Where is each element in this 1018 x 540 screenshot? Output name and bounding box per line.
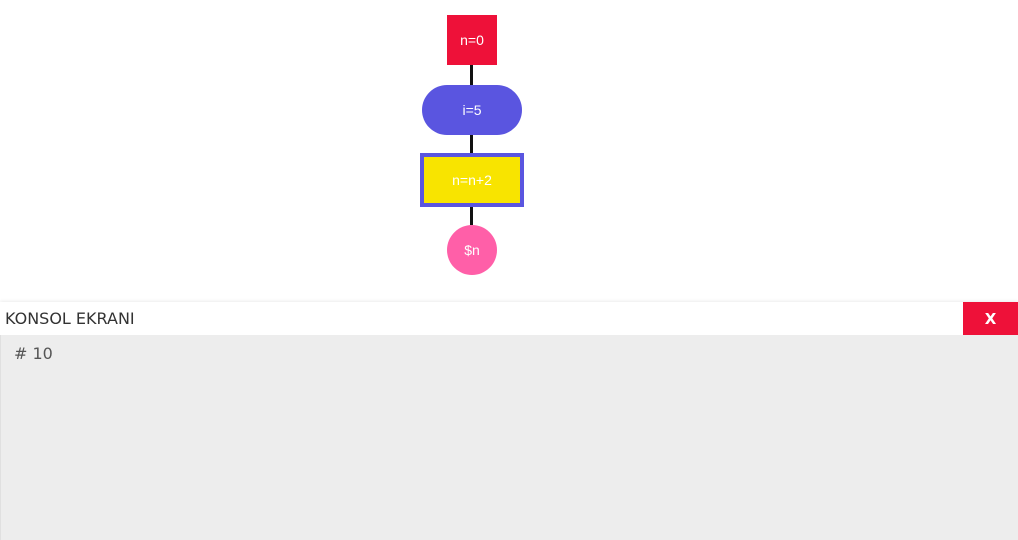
console-output[interactable]: # 10 xyxy=(0,335,1018,540)
node-process[interactable]: n=n+2 xyxy=(420,153,524,207)
node-start-label: n=0 xyxy=(460,32,484,48)
edge-process-to-output xyxy=(470,207,473,225)
node-output[interactable]: $n xyxy=(447,225,497,275)
console-output-line: # 10 xyxy=(14,344,53,363)
flowchart-canvas[interactable]: n=0 i=5 n=n+2 $n xyxy=(0,0,1018,302)
node-loop-label: i=5 xyxy=(462,102,482,118)
console-title: KONSOL EKRANI xyxy=(5,309,135,328)
edge-loop-to-process xyxy=(470,135,473,153)
console-close-button[interactable]: X xyxy=(963,302,1018,335)
node-output-label: $n xyxy=(464,242,480,258)
node-process-label: n=n+2 xyxy=(452,172,492,188)
console-header: KONSOL EKRANI X xyxy=(0,302,1018,335)
node-loop[interactable]: i=5 xyxy=(422,85,522,135)
console-panel: KONSOL EKRANI X # 10 xyxy=(0,302,1018,540)
node-start[interactable]: n=0 xyxy=(447,15,497,65)
edge-start-to-loop xyxy=(470,65,473,85)
